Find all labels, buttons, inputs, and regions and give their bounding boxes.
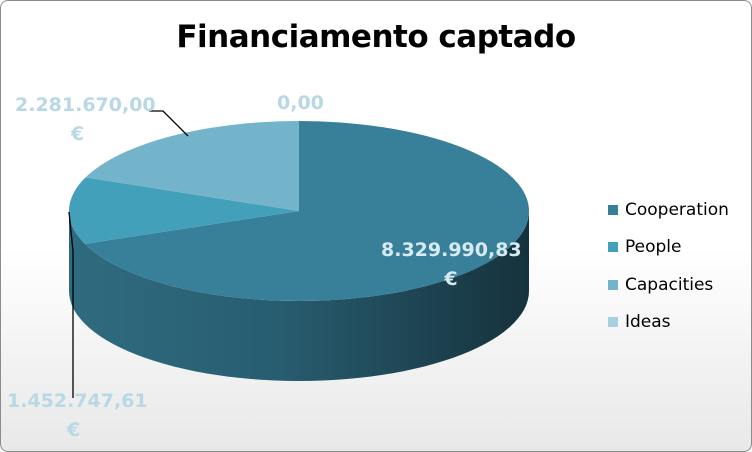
legend-item-cooperation: Cooperation [608, 191, 729, 229]
legend-swatch-capacities [608, 279, 618, 290]
pie-slice-people [68, 177, 299, 244]
legend-item-ideas: Ideas [608, 304, 729, 342]
leader-line-capacities [149, 110, 189, 137]
data-label-people-value: 1.452.747,61 [7, 390, 148, 412]
pie-side-wall [69, 211, 529, 381]
data-label-ideas: 0,00 [277, 89, 324, 118]
data-label-capacities-value: 2.281.670,00 [15, 94, 156, 116]
legend-label-capacities: Capacities [625, 274, 714, 295]
pie-slice-cooperation [84, 121, 529, 302]
data-label-capacities-unit: € [71, 123, 85, 145]
legend-label-cooperation: Cooperation [625, 199, 729, 220]
legend-swatch-people [608, 242, 618, 253]
data-label-cooperation: 8.329.990,83 € [381, 236, 522, 294]
chart-title: Financiamento captado [176, 19, 576, 55]
data-label-people: 1.452.747,61 € [7, 387, 148, 445]
data-label-cooperation-value: 8.329.990,83 [381, 239, 522, 261]
data-label-people-unit: € [67, 419, 81, 441]
pie-slice-capacities [85, 121, 299, 211]
data-label-cooperation-unit: € [444, 268, 458, 290]
chart-legend: Cooperation People Capacities Ideas [608, 191, 729, 341]
legend-label-people: People [625, 237, 682, 258]
data-label-ideas-value: 0,00 [277, 92, 324, 114]
legend-item-capacities: Capacities [608, 266, 729, 304]
legend-label-ideas: Ideas [625, 312, 671, 333]
data-label-capacities: 2.281.670,00 € [15, 91, 156, 149]
leader-line-people [68, 211, 74, 398]
legend-item-people: People [608, 229, 729, 267]
legend-swatch-cooperation [608, 204, 618, 215]
legend-swatch-ideas [608, 317, 618, 328]
